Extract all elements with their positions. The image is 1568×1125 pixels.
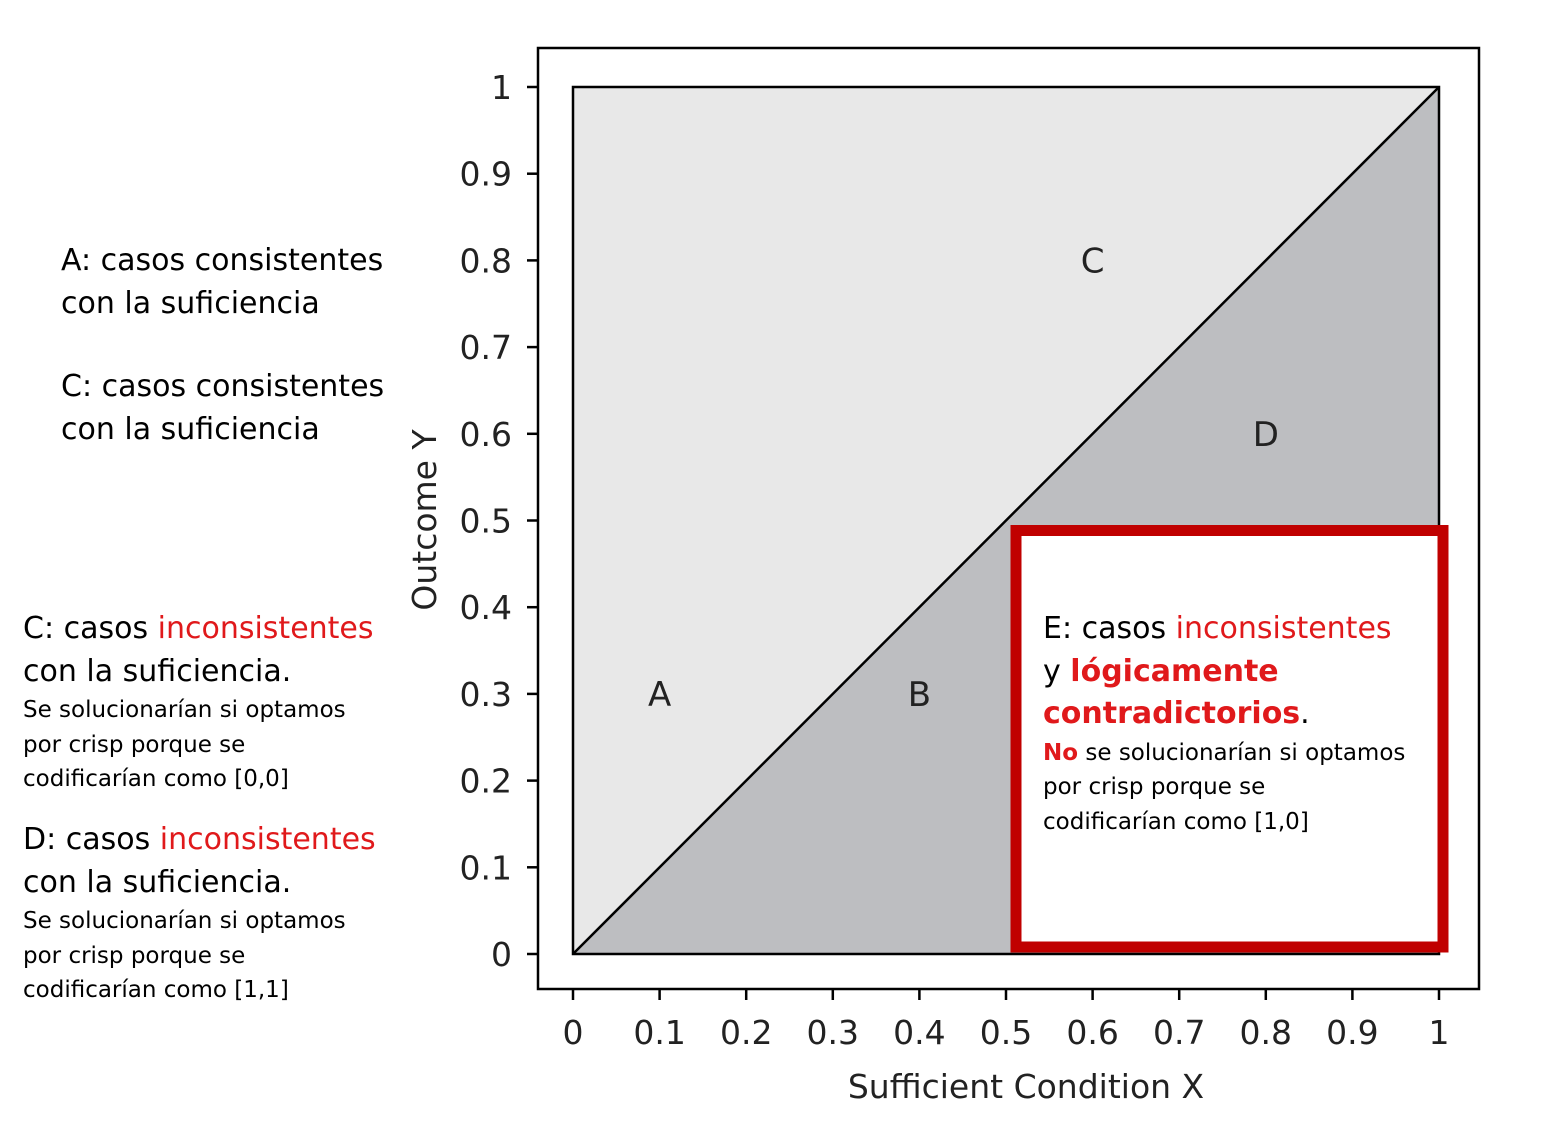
note-e-line3-end: .	[1300, 696, 1310, 732]
unit-square	[571, 85, 1441, 956]
note-c2-line2: con la suficiencia.	[23, 653, 292, 689]
y-tick-label: 0.5	[460, 502, 512, 541]
note-e-line3-bold: contradictorios	[1043, 696, 1301, 732]
note-d-line2: con la suficiencia.	[23, 864, 292, 900]
note-c2-prefix: C: casos	[23, 611, 158, 646]
x-axis-label: Sufficient Condition X	[848, 1067, 1204, 1106]
y-tick-label: 0.6	[460, 415, 512, 454]
x-tick-label: 0.9	[1326, 1013, 1378, 1052]
diagonal-line	[572, 86, 1440, 955]
y-axis-label: Outcome Y	[405, 429, 444, 611]
note-a-line2: con la suficiencia	[61, 285, 320, 321]
note-d-highlight: inconsistentes	[159, 822, 376, 857]
x-tick-label: 0.7	[1153, 1013, 1205, 1052]
y-tick-label: 0.9	[460, 155, 512, 194]
y-tick-label: 0	[491, 935, 512, 974]
region-label-b: B	[908, 675, 931, 715]
x-tick-label: 0.1	[633, 1013, 685, 1052]
x-tick-label: 1	[1429, 1013, 1450, 1052]
region-label-d: D	[1253, 415, 1279, 455]
x-tick-label: 0.5	[980, 1013, 1032, 1052]
y-tick-label: 0.1	[460, 848, 512, 887]
x-axis: 0 0.1 0.2 0.3 0.4 0.5 0.6 0.7 0.8 0.9 1	[563, 989, 1450, 1052]
note-c2-detail3: codificarían como [0,0]	[23, 766, 289, 793]
y-tick-label: 0.7	[460, 328, 512, 367]
note-e-detail1: se solucionarían si optamos	[1078, 739, 1406, 766]
note-e-detail1-bold: No	[1043, 739, 1079, 766]
note-d-detail3: codificarían como [1,1]	[23, 977, 289, 1004]
note-d-detail2: por crisp porque se	[23, 942, 246, 969]
x-tick-label: 0.2	[720, 1013, 772, 1052]
note-c-inconsistent: C: casos inconsistentes con la suficienc…	[23, 608, 374, 797]
note-e-prefix: E: casos	[1043, 611, 1176, 646]
y-tick-label: 0.8	[460, 241, 512, 280]
note-c1-line2: con la suficiencia	[61, 411, 320, 447]
note-e-detail2: por crisp porque se	[1043, 774, 1266, 801]
x-tick-label: 0	[563, 1013, 584, 1052]
note-d-prefix: D: casos	[23, 822, 160, 857]
x-tick-label: 0.3	[807, 1013, 859, 1052]
note-e-line2-prefix: y	[1043, 653, 1071, 689]
note-e: E: casos inconsistentes y lógicamente co…	[1043, 608, 1405, 839]
x-tick-label: 0.8	[1240, 1013, 1292, 1052]
x-tick-label: 0.6	[1066, 1013, 1118, 1052]
note-d: D: casos inconsistentes con la suficienc…	[23, 819, 376, 1008]
y-tick-label: 0.2	[460, 762, 512, 801]
note-e-detail3: codificarían como [1,0]	[1043, 808, 1309, 835]
note-c1-line1: C: casos consistentes	[61, 369, 385, 404]
note-c-consistent: C: casos consistentes con la suficiencia	[61, 366, 384, 451]
note-e-line2-bold: lógicamente	[1070, 653, 1279, 689]
note-a-line1: A: casos consistentes	[61, 243, 384, 278]
highlight-box	[1010, 525, 1449, 953]
y-tick-label: 1	[491, 68, 512, 107]
note-e-highlight: inconsistentes	[1175, 611, 1392, 646]
y-tick-label: 0.4	[460, 588, 512, 627]
x-tick-label: 0.4	[893, 1013, 945, 1052]
note-d-detail1: Se solucionarían si optamos	[23, 908, 346, 935]
region-label-a: A	[648, 675, 671, 715]
note-a: A: casos consistentes con la suficiencia	[61, 240, 383, 325]
note-c2-highlight: inconsistentes	[157, 611, 374, 646]
note-c2-detail2: por crisp porque se	[23, 731, 246, 758]
region-labels: A B C D	[648, 241, 1279, 715]
y-tick-label: 0.3	[460, 675, 512, 714]
note-c2-detail1: Se solucionarían si optamos	[23, 697, 346, 724]
y-axis: 0 0.1 0.2 0.3 0.4 0.5 0.6 0.7 0.8 0.9 1	[460, 68, 538, 974]
region-label-c: C	[1081, 241, 1105, 281]
